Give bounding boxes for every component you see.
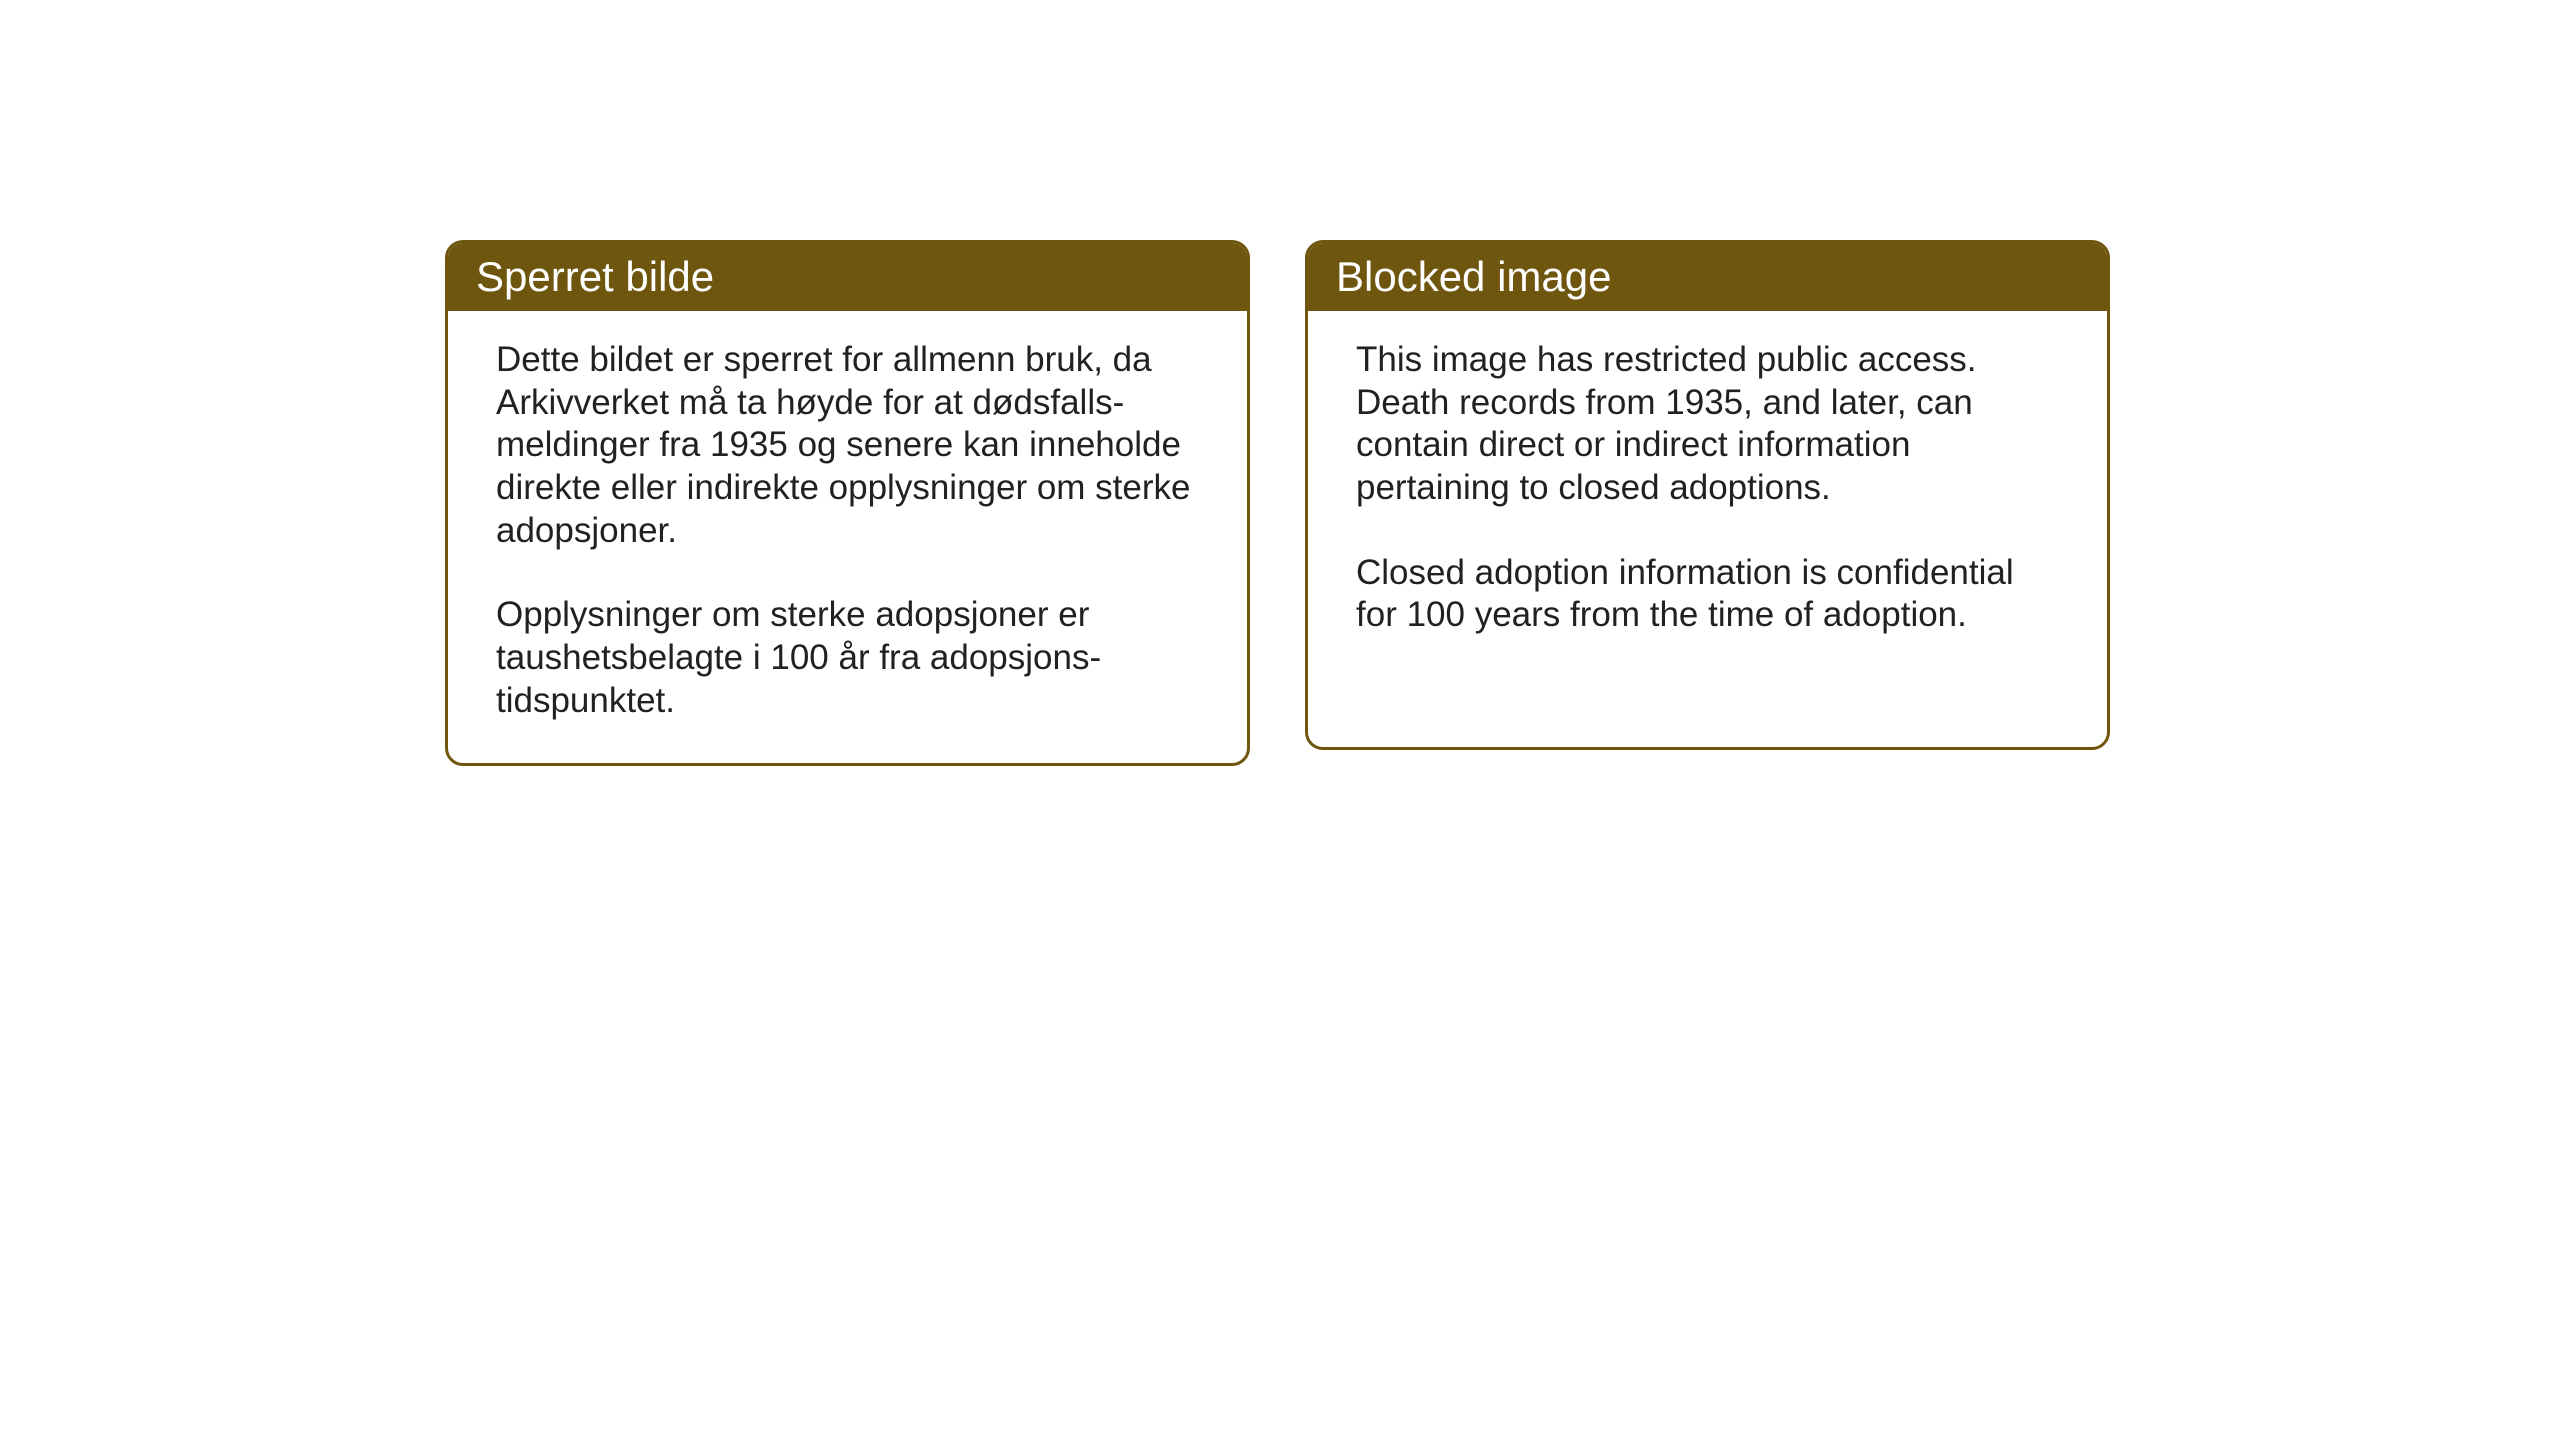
card-paragraph: This image has restricted public access.… <box>1356 339 2059 510</box>
card-body-english: This image has restricted public access.… <box>1308 311 2107 677</box>
card-header-english: Blocked image <box>1308 243 2107 311</box>
notice-container: Sperret bilde Dette bildet er sperret fo… <box>445 240 2110 766</box>
card-paragraph: Dette bildet er sperret for allmenn bruk… <box>496 339 1199 552</box>
card-paragraph: Closed adoption information is confident… <box>1356 552 2059 637</box>
notice-card-norwegian: Sperret bilde Dette bildet er sperret fo… <box>445 240 1250 766</box>
notice-card-english: Blocked image This image has restricted … <box>1305 240 2110 750</box>
card-title: Blocked image <box>1336 253 1611 300</box>
card-header-norwegian: Sperret bilde <box>448 243 1247 311</box>
card-title: Sperret bilde <box>476 253 714 300</box>
card-body-norwegian: Dette bildet er sperret for allmenn bruk… <box>448 311 1247 763</box>
card-paragraph: Opplysninger om sterke adopsjoner er tau… <box>496 594 1199 722</box>
